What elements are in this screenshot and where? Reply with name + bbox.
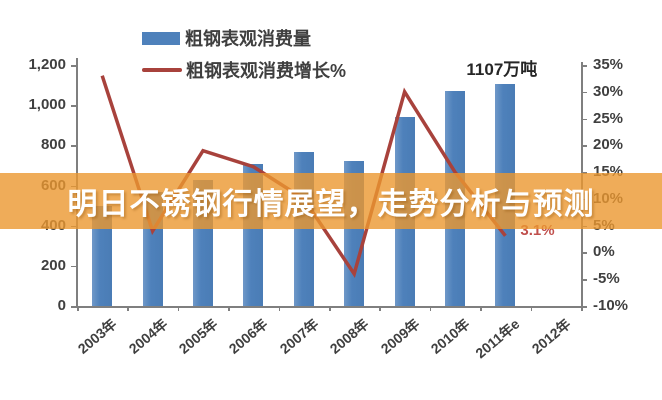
x-axis-tick — [228, 306, 230, 311]
right-axis-tick — [581, 172, 587, 174]
left-axis-tick — [71, 265, 77, 268]
chart-legend: 粗钢表观消费量 粗钢表观消费增长% — [142, 22, 346, 86]
consumption-bar — [92, 205, 113, 306]
x-axis-tick — [379, 306, 381, 311]
x-axis-tick — [278, 306, 281, 311]
left-axis-tick-label: 0 — [57, 297, 66, 314]
x-axis-tick — [480, 306, 482, 311]
line-series-swatch-icon — [142, 68, 182, 72]
right-axis-tick — [581, 252, 587, 254]
right-axis-tick-label: -10% — [593, 297, 629, 314]
x-axis-tick — [530, 306, 533, 311]
left-axis-tick — [71, 145, 77, 147]
left-axis-tick — [71, 105, 77, 107]
legend-label-consumption: 粗钢表观消费量 — [185, 29, 311, 49]
right-axis-tick-label: -5% — [593, 270, 620, 288]
right-axis-tick-label: 0% — [593, 243, 615, 261]
right-axis-tick — [581, 91, 587, 94]
bar-series-swatch-icon — [142, 31, 180, 45]
x-axis-tick — [429, 306, 432, 311]
x-axis-tick — [127, 306, 129, 311]
left-axis-tick-label: 800 — [40, 136, 66, 154]
right-axis-tick-label: 20% — [593, 136, 624, 154]
headline-banner-title: 明日不锈钢行情展望，走势分析与预测 — [67, 188, 595, 221]
x-axis — [76, 306, 587, 308]
headline-banner: 明日不锈钢行情展望，走势分析与预测 — [0, 173, 662, 229]
left-axis-tick-label: 1,200 — [28, 56, 66, 73]
right-axis-tick-label: 25% — [593, 109, 624, 127]
left-axis-tick-label: 1,000 — [28, 96, 66, 114]
left-axis-tick — [71, 65, 77, 67]
right-axis-tick — [581, 306, 587, 308]
peak-value-annotation: 1107万吨 — [466, 59, 538, 79]
right-axis-tick-label: 30% — [593, 82, 624, 100]
x-axis-tick — [581, 306, 583, 311]
right-axis-tick — [581, 145, 587, 147]
legend-item-consumption: 粗钢表观消费量 — [142, 22, 346, 54]
x-axis-tick — [177, 306, 180, 311]
left-axis-tick — [71, 306, 77, 308]
right-axis-tick — [581, 279, 587, 281]
x-axis-tick — [329, 306, 331, 311]
right-axis-tick — [581, 118, 587, 121]
legend-label-growth: 粗钢表观消费增长% — [186, 61, 347, 81]
x-axis-tick — [77, 306, 79, 311]
right-axis-tick-label: 35% — [593, 56, 624, 73]
left-axis-tick-label: 200 — [40, 256, 66, 274]
legend-item-growth: 粗钢表观消费增长% — [142, 54, 346, 86]
right-axis-tick — [581, 65, 587, 67]
